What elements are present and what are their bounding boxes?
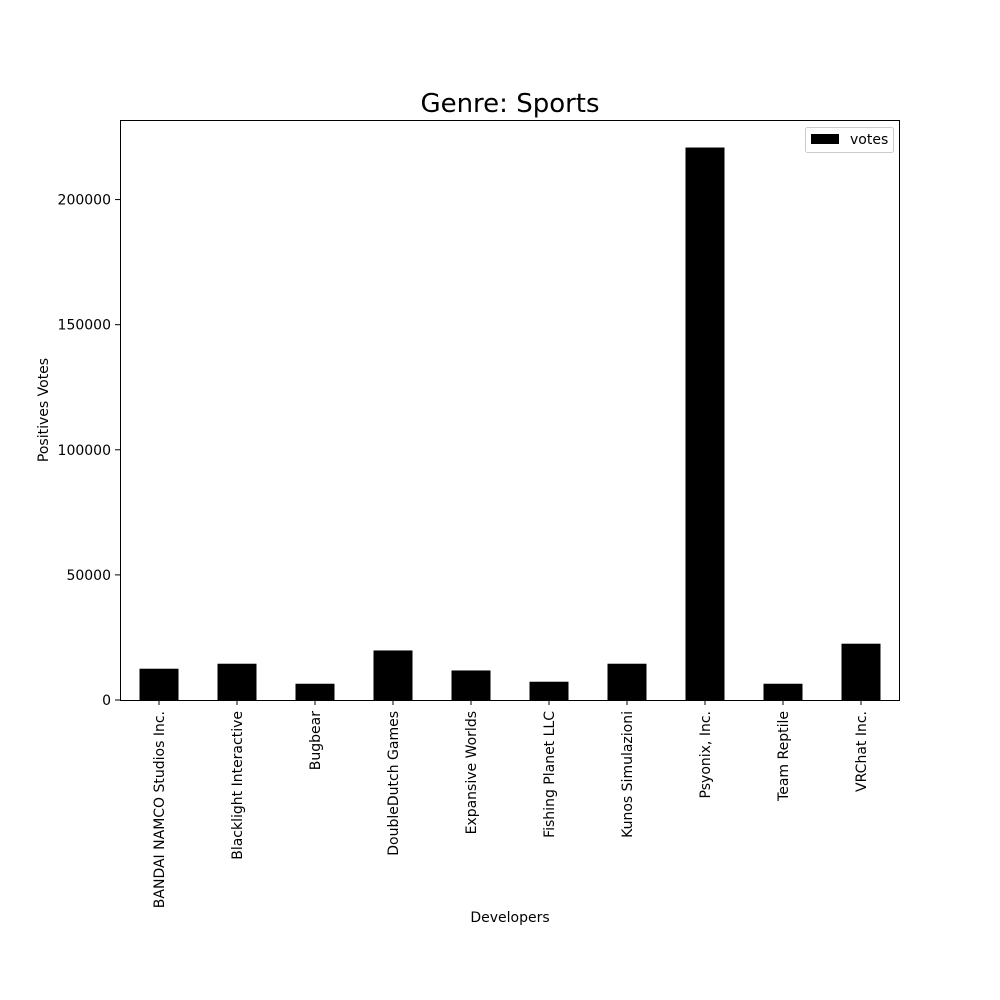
- chart-title: Genre: Sports: [420, 89, 599, 119]
- bar-1: [217, 663, 257, 700]
- x-tick-label-5: Fishing Planet LLC: [542, 711, 558, 838]
- y-tick-label-3: 150000: [58, 318, 111, 334]
- x-axis-label: Developers: [470, 910, 549, 926]
- x-tick-label-4: Expansive Worlds: [464, 711, 480, 834]
- y-tick-label-2: 100000: [58, 443, 111, 459]
- bar-8: [763, 683, 803, 700]
- x-tick-label-8: Team Reptile: [776, 711, 792, 802]
- bar-2: [295, 683, 335, 700]
- legend: votes: [805, 127, 894, 153]
- x-tick-label-9: VRChat Inc.: [854, 711, 870, 792]
- y-tick-label-1: 50000: [66, 568, 111, 584]
- bar-6: [607, 663, 647, 700]
- x-axis-ticks: BANDAI NAMCO Studios Inc. Blacklight Inte…: [152, 700, 870, 908]
- x-tick-label-2: Bugbear: [308, 711, 324, 770]
- y-tick-label-0: 0: [102, 693, 111, 709]
- bar-7: [685, 147, 725, 700]
- x-tick-label-0: BANDAI NAMCO Studios Inc.: [152, 711, 168, 908]
- bar-0: [139, 668, 179, 700]
- legend-label: votes: [850, 132, 888, 148]
- y-axis-label: Positives Votes: [36, 358, 52, 462]
- legend-swatch: [811, 134, 839, 144]
- x-tick-label-6: Kunos Simulazioni: [620, 711, 636, 838]
- bar-3: [373, 650, 413, 700]
- x-tick-label-7: Psyonix, Inc.: [698, 711, 714, 798]
- x-tick-label-3: DoubleDutch Games: [386, 711, 402, 856]
- legend-box: [805, 127, 894, 153]
- x-tick-label-1: Blacklight Interactive: [230, 711, 246, 860]
- bar-4: [451, 670, 491, 700]
- plot-frame: [120, 120, 900, 701]
- y-axis-ticks: 0 50000 100000 150000 200000: [58, 193, 120, 709]
- bars-group: [139, 147, 881, 700]
- bar-5: [529, 681, 569, 700]
- y-tick-label-4: 200000: [58, 193, 111, 209]
- bar-9: [841, 643, 881, 700]
